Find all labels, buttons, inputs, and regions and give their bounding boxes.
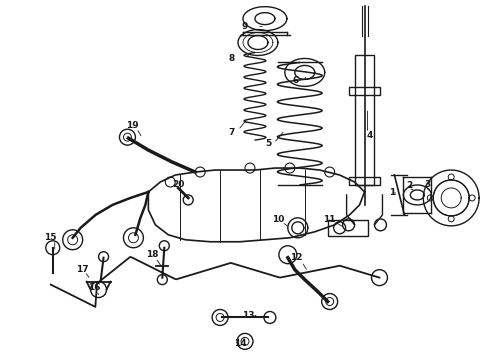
Text: 8: 8 — [229, 54, 235, 63]
Text: 10: 10 — [271, 215, 284, 224]
Text: 3: 3 — [424, 180, 430, 189]
Text: 18: 18 — [146, 250, 159, 259]
Text: 17: 17 — [76, 265, 89, 274]
Bar — [348, 87, 380, 95]
Text: 13: 13 — [242, 311, 254, 320]
Bar — [328, 220, 368, 236]
Text: 16: 16 — [88, 283, 101, 292]
Text: 9: 9 — [242, 22, 248, 31]
Text: 1: 1 — [389, 188, 395, 197]
Text: 12: 12 — [290, 253, 302, 262]
Text: 7: 7 — [229, 128, 235, 137]
Text: 6: 6 — [293, 76, 299, 85]
Text: 11: 11 — [323, 215, 336, 224]
Text: 5: 5 — [265, 139, 271, 148]
Text: 20: 20 — [172, 180, 184, 189]
Text: 14: 14 — [234, 339, 246, 348]
Text: 19: 19 — [126, 121, 139, 130]
Bar — [348, 177, 380, 185]
Text: 2: 2 — [406, 181, 413, 190]
Text: 15: 15 — [45, 233, 57, 242]
Bar — [355, 55, 374, 185]
Text: 4: 4 — [367, 131, 373, 140]
